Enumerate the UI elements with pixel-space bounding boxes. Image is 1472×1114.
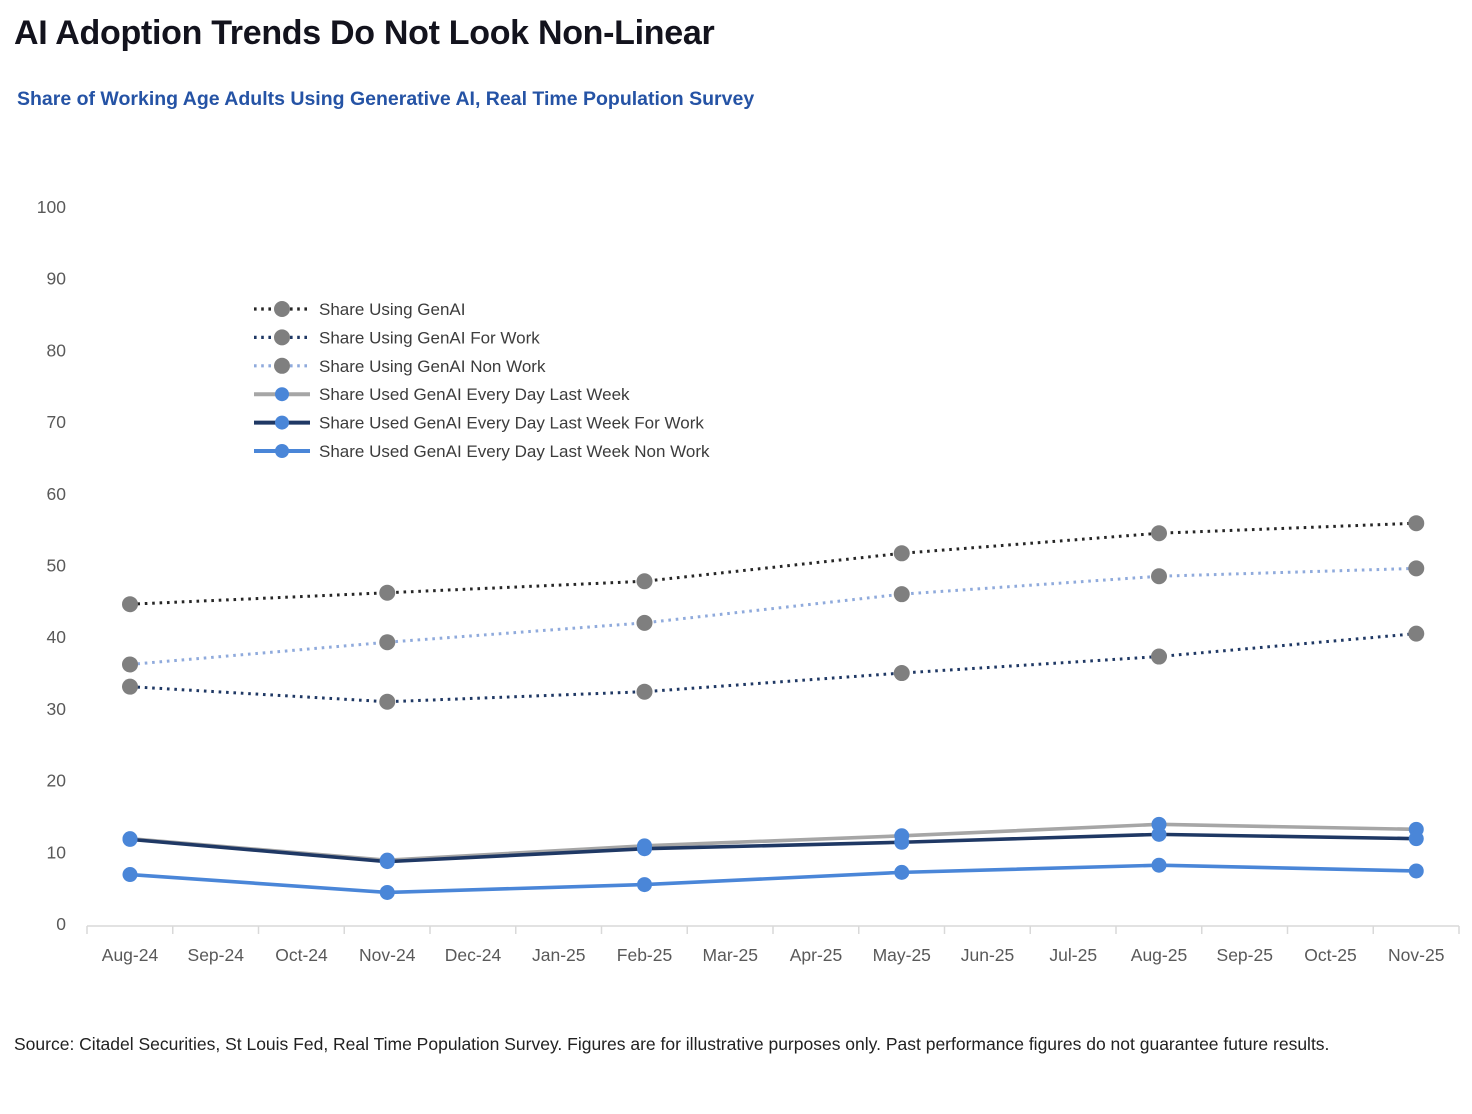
x-axis-tick-label: Sep-24 <box>188 945 245 965</box>
y-axis-tick-label: 70 <box>47 412 67 432</box>
x-axis-tick-label: Nov-24 <box>359 945 416 965</box>
legend-label: Share Used GenAI Every Day Last Week <box>319 385 630 404</box>
data-point-marker <box>894 864 910 880</box>
data-point-marker <box>1408 831 1424 847</box>
legend-marker <box>275 415 289 430</box>
legend-marker <box>274 357 290 374</box>
chart-subtitle: Share of Working Age Adults Using Genera… <box>17 88 755 110</box>
data-point-marker <box>122 831 138 847</box>
data-point-marker <box>1408 863 1424 879</box>
x-axis-tick-label: Feb-25 <box>617 945 672 965</box>
data-point-marker <box>637 877 652 893</box>
y-axis-tick-label: 10 <box>47 842 67 862</box>
data-point-marker <box>379 584 396 601</box>
line-chart: 0 10 20 30 40 50 60 70 80 90 100 Aug-24 Sep-24 Oct-24… <box>37 197 1460 965</box>
x-axis-tick-label: Aug-24 <box>102 945 159 965</box>
data-point-marker <box>1408 515 1425 532</box>
x-axis-tick-label: Sep-25 <box>1217 945 1273 965</box>
x-axis-tick-label: Aug-25 <box>1131 945 1187 965</box>
y-axis-tick-label: 30 <box>47 699 67 719</box>
data-point-marker <box>1151 826 1167 842</box>
data-point-marker <box>636 683 653 700</box>
y-axis-tick-label: 40 <box>47 627 67 647</box>
legend-label: Share Used GenAI Every Day Last Week For… <box>319 414 704 433</box>
legend-marker <box>274 329 290 346</box>
y-axis-tick-label: 100 <box>37 197 66 217</box>
data-point-marker <box>636 614 653 631</box>
data-point-marker <box>379 693 396 710</box>
legend-label: Share Using GenAI Non Work <box>319 357 546 376</box>
data-point-marker <box>893 545 910 562</box>
data-point-marker <box>379 884 395 900</box>
data-point-marker <box>1151 648 1167 665</box>
data-point-marker <box>636 573 653 590</box>
y-axis-tick-label: 80 <box>47 340 67 360</box>
source-note: Source: Citadel Securities, St Louis Fed… <box>14 1034 1330 1054</box>
x-axis-tick-label: Oct-24 <box>275 945 328 965</box>
legend-marker <box>275 444 289 458</box>
data-point-marker <box>1151 568 1167 585</box>
legend-label: Share Using GenAI For Work <box>319 328 540 347</box>
data-point-marker <box>1151 857 1167 873</box>
y-axis-tick-label: 60 <box>47 484 67 504</box>
data-point-marker <box>122 656 138 673</box>
x-axis-tick-label: Apr-25 <box>790 945 843 965</box>
y-axis-tick-label: 0 <box>56 914 66 934</box>
x-axis-tick-label: Mar-25 <box>703 945 758 965</box>
legend-marker <box>274 301 290 317</box>
x-axis-tick-label: Oct-25 <box>1304 945 1357 965</box>
y-axis-tick-label: 50 <box>47 556 67 576</box>
x-axis-tick-label: Jun-25 <box>961 945 1015 965</box>
data-point-marker <box>1408 625 1425 642</box>
data-point-marker <box>379 634 396 651</box>
data-point-marker <box>379 854 395 870</box>
legend-label: Share Used GenAI Every Day Last Week Non… <box>319 442 710 461</box>
page-title: AI Adoption Trends Do Not Look Non-Linea… <box>14 14 715 52</box>
data-point-marker <box>894 834 910 850</box>
data-point-marker <box>893 665 910 682</box>
data-point-marker <box>1151 525 1167 542</box>
series-line <box>129 832 1417 864</box>
legend-label: Share Using GenAI <box>319 300 465 319</box>
x-axis-tick-label: Jul-25 <box>1049 945 1097 965</box>
series-line <box>129 632 1417 704</box>
series-line <box>129 521 1417 606</box>
y-axis-tick-label: 20 <box>47 771 67 791</box>
x-axis-tick-label: Dec-24 <box>445 945 502 965</box>
data-point-marker <box>893 586 910 603</box>
data-point-marker <box>1408 560 1425 577</box>
series-line <box>129 863 1417 895</box>
data-point-marker <box>122 678 138 695</box>
data-point-marker <box>637 841 652 857</box>
legend-marker <box>275 387 289 402</box>
x-axis-tick-label: Nov-25 <box>1388 945 1444 965</box>
x-axis-tick-label: May-25 <box>873 945 931 965</box>
data-point-marker <box>122 596 138 613</box>
data-point-marker <box>122 867 138 883</box>
x-axis-tick-label: Jan-25 <box>532 945 586 965</box>
series-line <box>129 566 1417 666</box>
y-axis-tick-label: 90 <box>47 269 67 289</box>
